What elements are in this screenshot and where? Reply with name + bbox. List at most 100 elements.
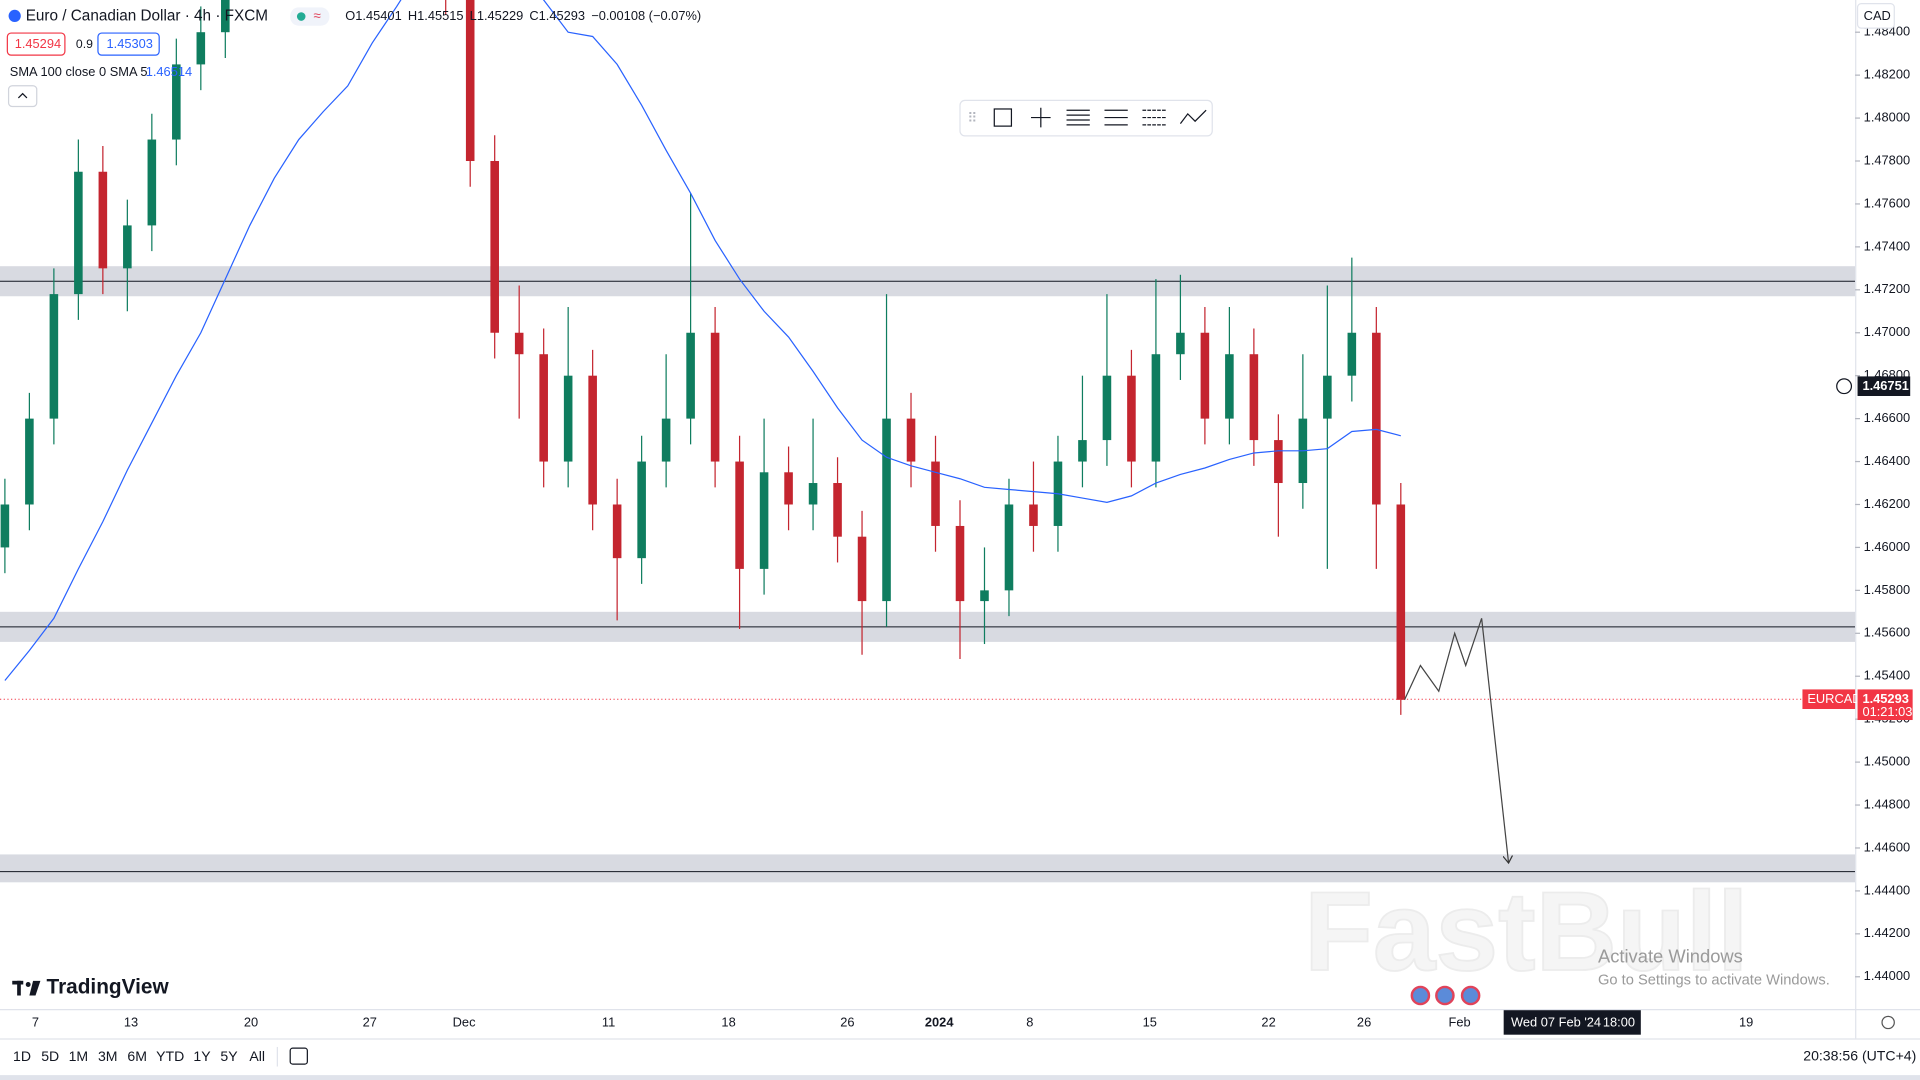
bottom-edge: [0, 1075, 1920, 1080]
candle-body: [196, 32, 206, 65]
symbol-title[interactable]: Euro / Canadian Dollar · 4h · FXCM: [26, 8, 268, 25]
watermark: FastBull: [1304, 868, 1748, 994]
candle-body: [1151, 354, 1161, 462]
logo-mark: [17, 980, 21, 996]
x-tick-label: 15: [1143, 1014, 1157, 1029]
rect-tool[interactable]: [993, 108, 1013, 127]
y-tick-label: 1.47400: [1864, 238, 1910, 253]
range-button[interactable]: 5Y: [220, 1048, 238, 1064]
range-button[interactable]: 1Y: [193, 1048, 211, 1064]
currency-button[interactable]: [1856, 3, 1895, 29]
candle-body: [221, 0, 230, 33]
candle-body: [1004, 504, 1014, 591]
y-tick-label: 1.46200: [1864, 496, 1910, 511]
plot-area: [0, 0, 1856, 883]
drawing-toolbar-bg: [959, 99, 1213, 137]
candle-body: [1249, 354, 1259, 441]
candle-body: [1225, 354, 1234, 419]
range-button[interactable]: YTD: [156, 1048, 184, 1064]
settings-icon[interactable]: [1881, 1015, 1895, 1030]
sell-button[interactable]: [6, 32, 66, 56]
candle-body: [931, 461, 940, 526]
x-tick-label: 18: [721, 1014, 735, 1029]
candle-body: [735, 461, 744, 569]
x-tick-label: 7: [32, 1014, 39, 1029]
y-tick-label: 1.46000: [1864, 539, 1910, 554]
candle-body: [637, 461, 646, 559]
x-tick-label: 2024: [925, 1014, 954, 1029]
range-button[interactable]: 1M: [69, 1048, 89, 1064]
sma-line: [4, 0, 1401, 681]
crosshair-tool[interactable]: [1031, 107, 1051, 128]
x-tick-label: 26: [1357, 1014, 1371, 1029]
range-button[interactable]: All: [249, 1048, 265, 1064]
candle-body: [833, 483, 842, 537]
projection-path: [1403, 618, 1508, 863]
y-tick-label: 1.46600: [1864, 410, 1910, 425]
candle-body: [74, 171, 83, 295]
event-marker[interactable]: [1435, 985, 1455, 1006]
x-tick-label: 8: [1026, 1014, 1033, 1029]
symbol-tag-label: EURCAD: [1807, 691, 1861, 706]
channel-tool[interactable]: [1142, 109, 1166, 126]
buy-button[interactable]: [97, 32, 160, 56]
candle-body: [710, 332, 720, 462]
os-notice-text: Go to Settings to activate Windows.: [1598, 973, 1830, 989]
lines-tool[interactable]: [1066, 109, 1090, 126]
ohlc-value: L1.45229: [470, 8, 524, 23]
ohlc: O1.45401 H1.45515 L1.45229 C1.45293 −0.00108…: [345, 8, 701, 23]
sell-price: 1.45294: [15, 36, 61, 51]
x-tick-label: 19: [1739, 1014, 1753, 1029]
candle-body: [1372, 332, 1381, 505]
candle-body: [0, 504, 10, 548]
collapse-button[interactable]: [7, 85, 38, 108]
path-tool[interactable]: [1179, 109, 1207, 125]
fib-tool[interactable]: [1104, 109, 1128, 126]
candle-body: [1127, 375, 1136, 462]
candle-body: [465, 0, 475, 162]
candle-body: [172, 64, 181, 140]
y-tick-label: 1.44800: [1864, 796, 1910, 811]
candle-body: [588, 375, 597, 505]
last-price: 1.45293: [1862, 691, 1908, 706]
clock[interactable]: 20:38:56 (UTC+4): [1803, 1047, 1916, 1063]
logo-mark: [29, 980, 41, 996]
range-buttons: 1D 5D 1M 3M 6M YTD 1Y 5Y All: [13, 1048, 265, 1064]
crosshair-price-box: [1857, 376, 1911, 396]
event-marker[interactable]: [1460, 985, 1481, 1006]
y-tick-label: 1.47800: [1864, 152, 1910, 167]
goto-date-button[interactable]: [289, 1047, 308, 1065]
x-tick-label: 20: [244, 1014, 258, 1029]
candle-body: [808, 483, 818, 505]
candle-body: [25, 418, 34, 505]
candle-body: [1200, 332, 1210, 419]
ohlc-value: O1.45401: [345, 8, 401, 23]
y-tick-label: 1.47200: [1864, 281, 1910, 296]
price-axis: 1.44000 1.44200 1.44400 1.44600 1.44800 1.450…: [1802, 24, 1913, 983]
candle-body: [49, 294, 59, 419]
range-button[interactable]: 6M: [127, 1048, 147, 1064]
candle-body: [1029, 504, 1038, 526]
range-button[interactable]: 5D: [41, 1048, 59, 1064]
candle-body: [147, 139, 157, 226]
logo-mark: [25, 982, 31, 987]
crosshair-price: 1.46751: [1862, 378, 1908, 393]
status-badge[interactable]: [290, 7, 330, 26]
y-tick-label: 1.44000: [1864, 968, 1910, 983]
range-button[interactable]: 1D: [13, 1048, 31, 1064]
indicator-title[interactable]: SMA 100 close 0 SMA 5: [10, 64, 148, 79]
candle-body: [490, 161, 499, 333]
y-tick-label: 1.44600: [1864, 839, 1910, 854]
candle-body: [1274, 440, 1283, 484]
range-button[interactable]: 3M: [98, 1048, 118, 1064]
x-tick-label: Dec: [453, 1014, 476, 1029]
symbol-icon: [8, 9, 21, 23]
y-tick-label: 1.46400: [1864, 453, 1910, 468]
x-tick-label: 13: [124, 1014, 138, 1029]
y-tick-label: 1.44400: [1864, 882, 1910, 897]
time-axis: 7 13 20 27 Dec 11 18 26 2024 8 15 22 26 Feb 19: [32, 1014, 1753, 1029]
event-marker[interactable]: [1410, 985, 1431, 1006]
add-alert-icon[interactable]: [1836, 378, 1853, 395]
drag-handle[interactable]: ⠿: [967, 110, 977, 125]
